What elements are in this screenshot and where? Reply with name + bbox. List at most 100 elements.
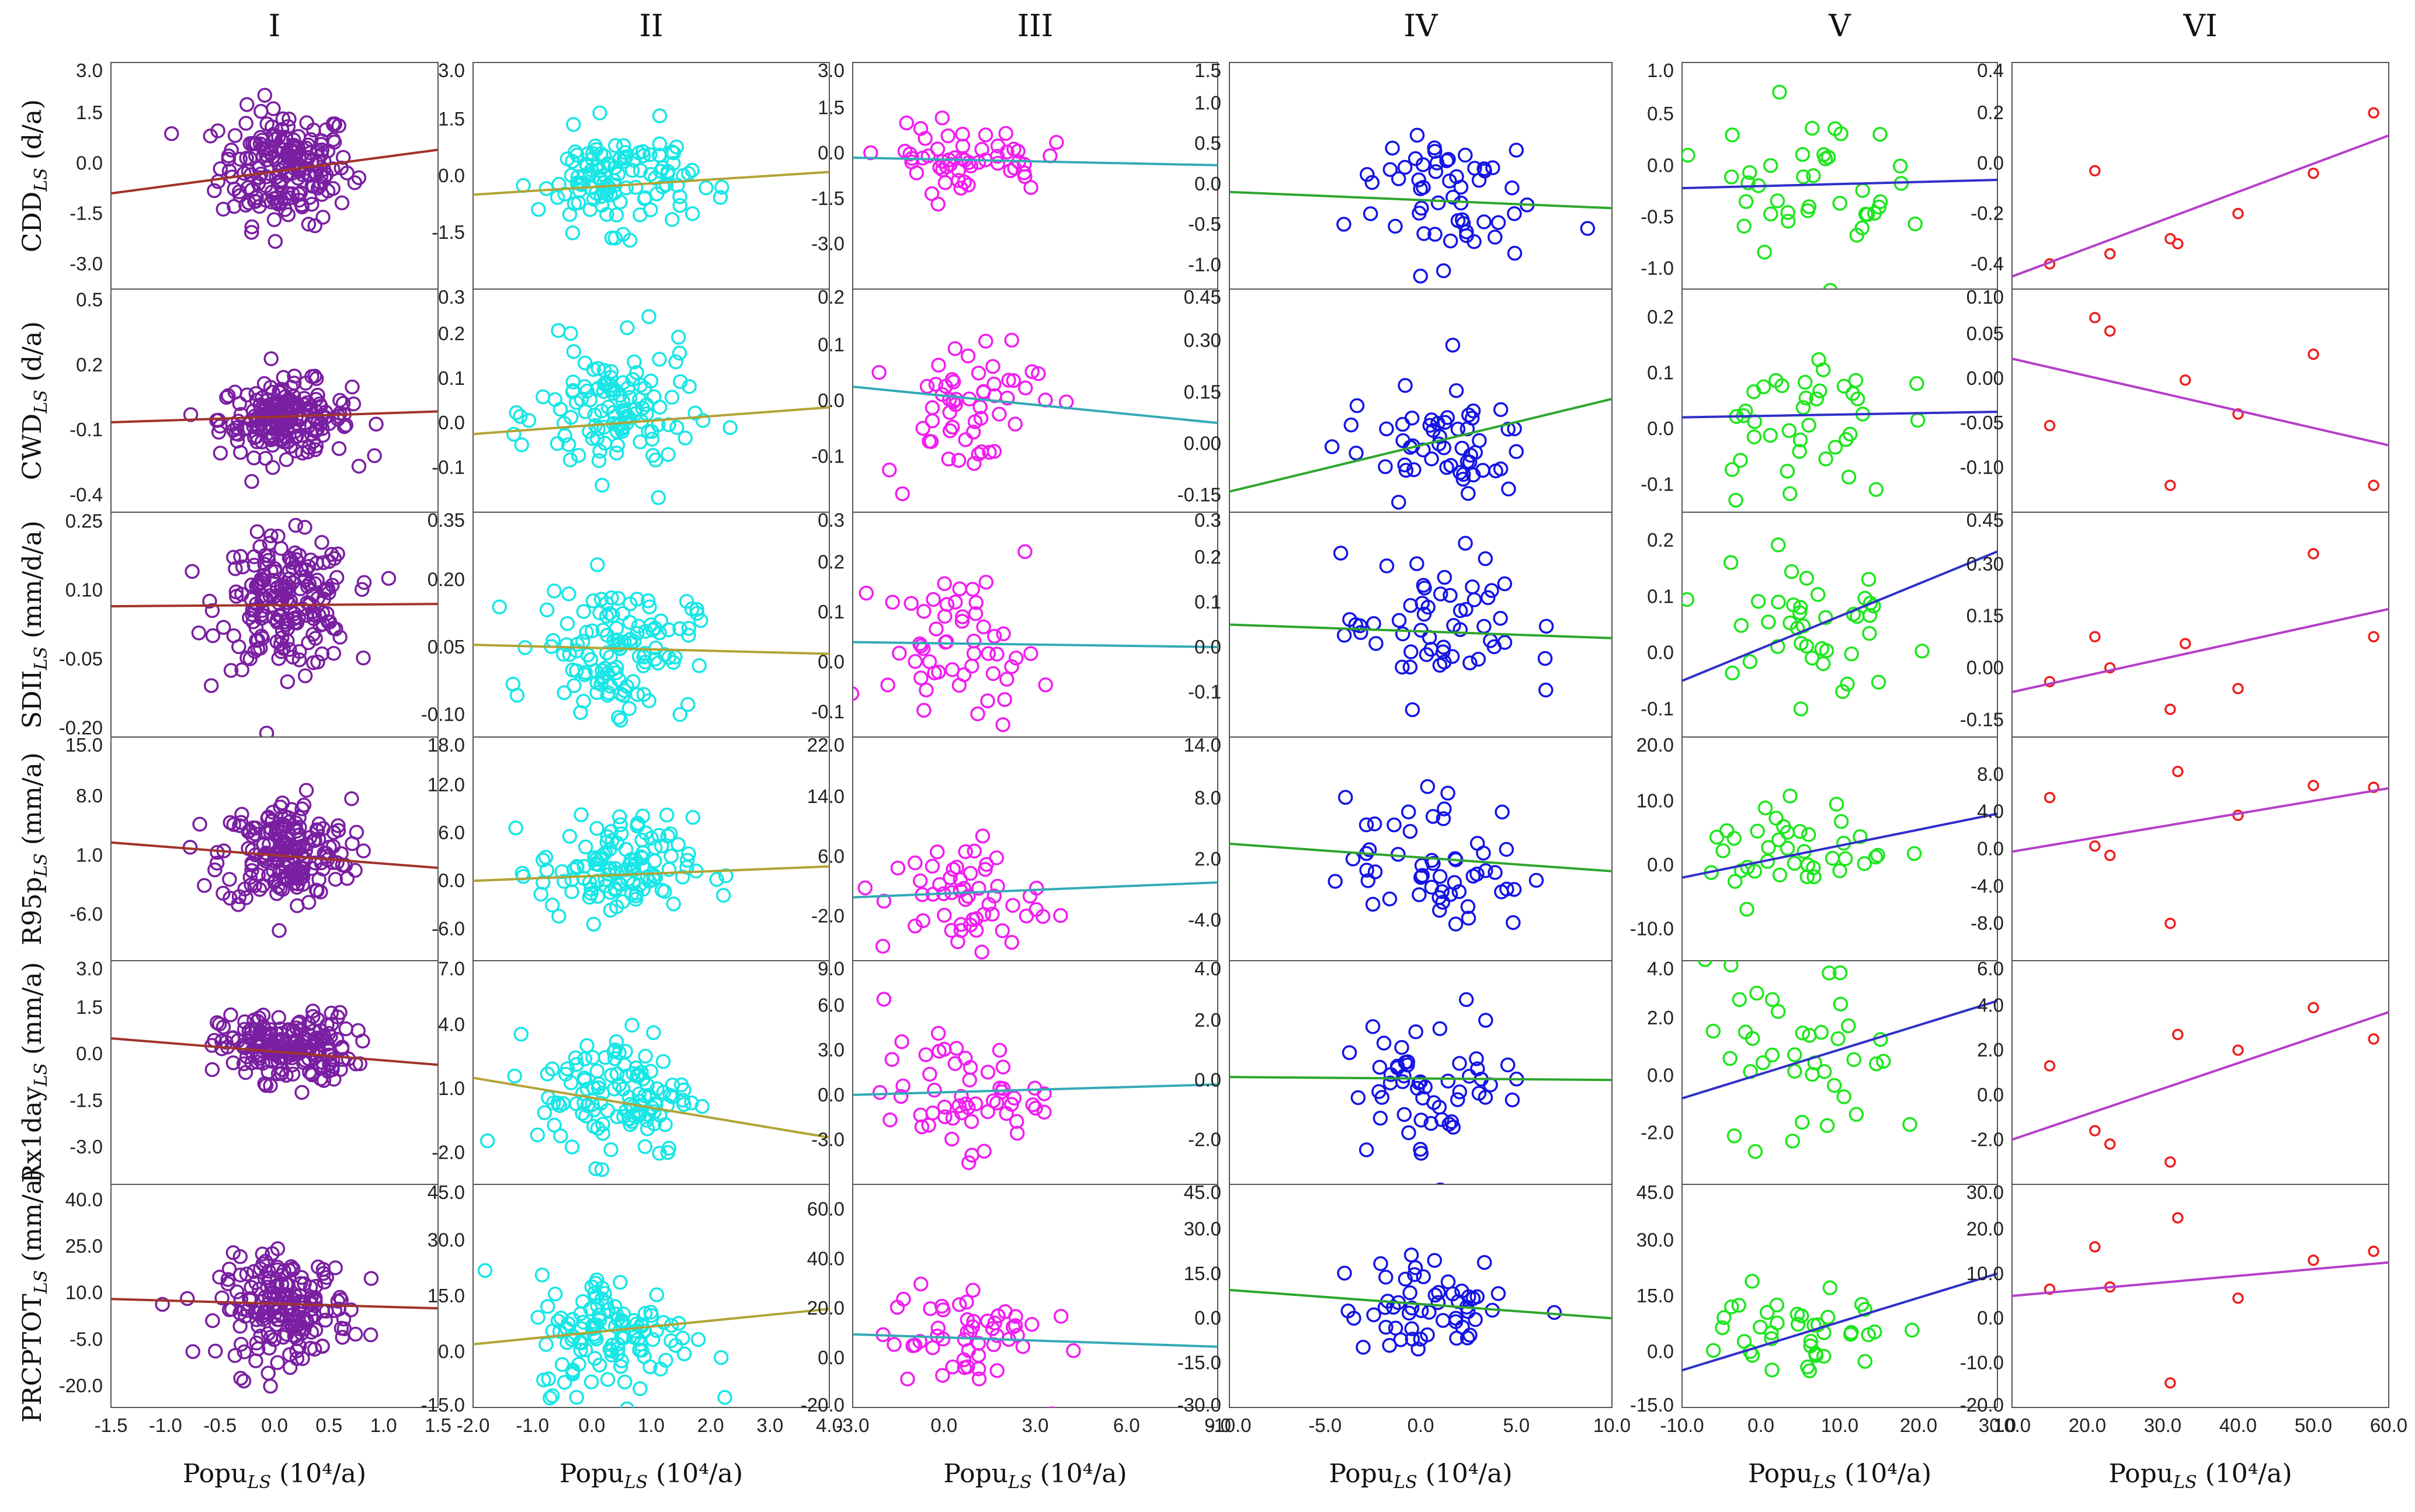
data-point: [2368, 631, 2379, 642]
data-point: [221, 388, 236, 404]
data-point: [333, 1062, 348, 1077]
data-point: [223, 663, 239, 678]
data-point: [571, 447, 586, 463]
data-point: [1858, 206, 1874, 222]
data-point: [918, 1047, 934, 1062]
data-point: [1358, 817, 1374, 833]
data-point: [565, 1312, 581, 1327]
data-point: [1836, 1089, 1851, 1104]
data-point: [267, 234, 283, 249]
y-tick-label: 0.0: [438, 1341, 465, 1362]
data-point: [1830, 1031, 1846, 1047]
data-point: [960, 348, 976, 364]
data-point: [263, 397, 279, 412]
data-point: [1417, 1079, 1433, 1095]
data-point: [2232, 408, 2244, 420]
data-point: [551, 909, 567, 924]
data-point: [255, 1246, 270, 1262]
data-point: [562, 207, 578, 223]
panel-V-sdii: 0.20.10.0-0.1: [1641, 512, 1998, 738]
regression-line: [473, 865, 829, 882]
data-point: [1733, 618, 1749, 633]
data-point: [1909, 376, 1924, 391]
data-point: [310, 883, 325, 898]
data-point: [1469, 1051, 1484, 1066]
data-point: [1461, 486, 1476, 501]
data-point: [314, 646, 330, 662]
data-point: [1382, 891, 1398, 906]
data-point: [576, 693, 591, 709]
data-point: [610, 437, 626, 453]
data-point: [321, 585, 336, 600]
data-point: [210, 123, 225, 138]
data-point: [192, 816, 207, 832]
data-point: [2368, 1245, 2379, 1257]
data-point: [607, 138, 623, 153]
data-point: [1349, 398, 1365, 413]
data-point: [1004, 934, 1020, 950]
data-point: [232, 396, 248, 411]
panel-I-sdii: 0.250.10-0.05-0.20: [59, 510, 439, 738]
data-point: [252, 882, 267, 897]
data-point: [968, 606, 984, 621]
y-tick-label: -20.0: [801, 1394, 845, 1416]
data-point: [273, 541, 289, 556]
data-point: [649, 1081, 665, 1096]
data-point: [672, 198, 688, 213]
data-point: [1819, 1118, 1835, 1134]
data-point: [1868, 482, 1884, 497]
data-point: [225, 1055, 241, 1070]
data-point: [989, 1363, 1005, 1378]
x-tick-label: 4.0: [816, 1414, 843, 1436]
data-point: [266, 212, 282, 227]
data-point: [1449, 1330, 1464, 1346]
data-point: [1412, 206, 1427, 221]
data-point: [2232, 683, 2244, 694]
data-point: [367, 448, 382, 464]
data-point: [899, 115, 914, 131]
data-point: [663, 849, 679, 864]
data-point: [1333, 545, 1349, 561]
data-point: [948, 1041, 964, 1056]
data-point: [265, 1039, 280, 1055]
data-point: [282, 1360, 298, 1375]
y-tick-label: 30.0: [428, 1229, 465, 1251]
data-point: [226, 817, 241, 832]
data-point: [944, 372, 960, 387]
data-point: [239, 650, 255, 666]
panel-VI-cwd: 0.100.050.00-0.05-0.10: [1960, 286, 2389, 513]
y-tick-label: 1.0: [1647, 60, 1674, 81]
data-point: [272, 865, 287, 880]
x-tick-label: 20.0: [2069, 1414, 2106, 1436]
data-point: [305, 655, 321, 670]
data-point: [658, 1117, 673, 1132]
data-point: [596, 168, 612, 183]
data-point: [995, 923, 1010, 939]
panel-frame: [2011, 736, 2389, 961]
data-point: [1476, 214, 1492, 230]
data-point: [263, 528, 279, 544]
column-title-I: I: [269, 9, 281, 44]
panel-I-rx1day: 3.01.50.0-1.5-3.0: [70, 958, 439, 1185]
data-point: [1803, 1333, 1819, 1349]
data-point: [1749, 985, 1764, 1001]
data-point: [930, 1026, 946, 1041]
data-point: [645, 447, 661, 463]
data-point: [1494, 884, 1509, 899]
data-point: [1787, 1047, 1802, 1062]
data-point: [535, 852, 551, 868]
data-point: [1840, 676, 1855, 691]
data-point: [273, 1031, 289, 1047]
panel-VI-rx1day: 6.04.02.00.0-2.0: [1971, 958, 2389, 1185]
data-point: [937, 576, 952, 592]
x-tick-label: 1.0: [370, 1414, 397, 1436]
data-point: [1914, 644, 1930, 659]
data-point: [246, 450, 262, 465]
panel-III-cwd: 0.20.10.0-0.1: [811, 286, 1218, 513]
data-point: [659, 807, 675, 823]
data-point: [338, 1021, 354, 1037]
data-point: [1416, 606, 1432, 622]
data-point: [586, 850, 602, 866]
data-point: [1727, 874, 1743, 889]
data-point: [514, 437, 529, 453]
